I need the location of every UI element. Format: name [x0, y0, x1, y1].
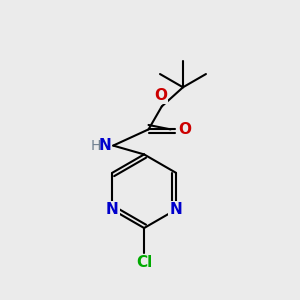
- Text: O: O: [154, 88, 167, 104]
- Text: O: O: [178, 122, 192, 137]
- Text: N: N: [99, 138, 112, 153]
- Text: Cl: Cl: [136, 254, 152, 269]
- Text: N: N: [106, 202, 118, 217]
- Text: N: N: [169, 202, 182, 217]
- Text: H: H: [91, 139, 101, 153]
